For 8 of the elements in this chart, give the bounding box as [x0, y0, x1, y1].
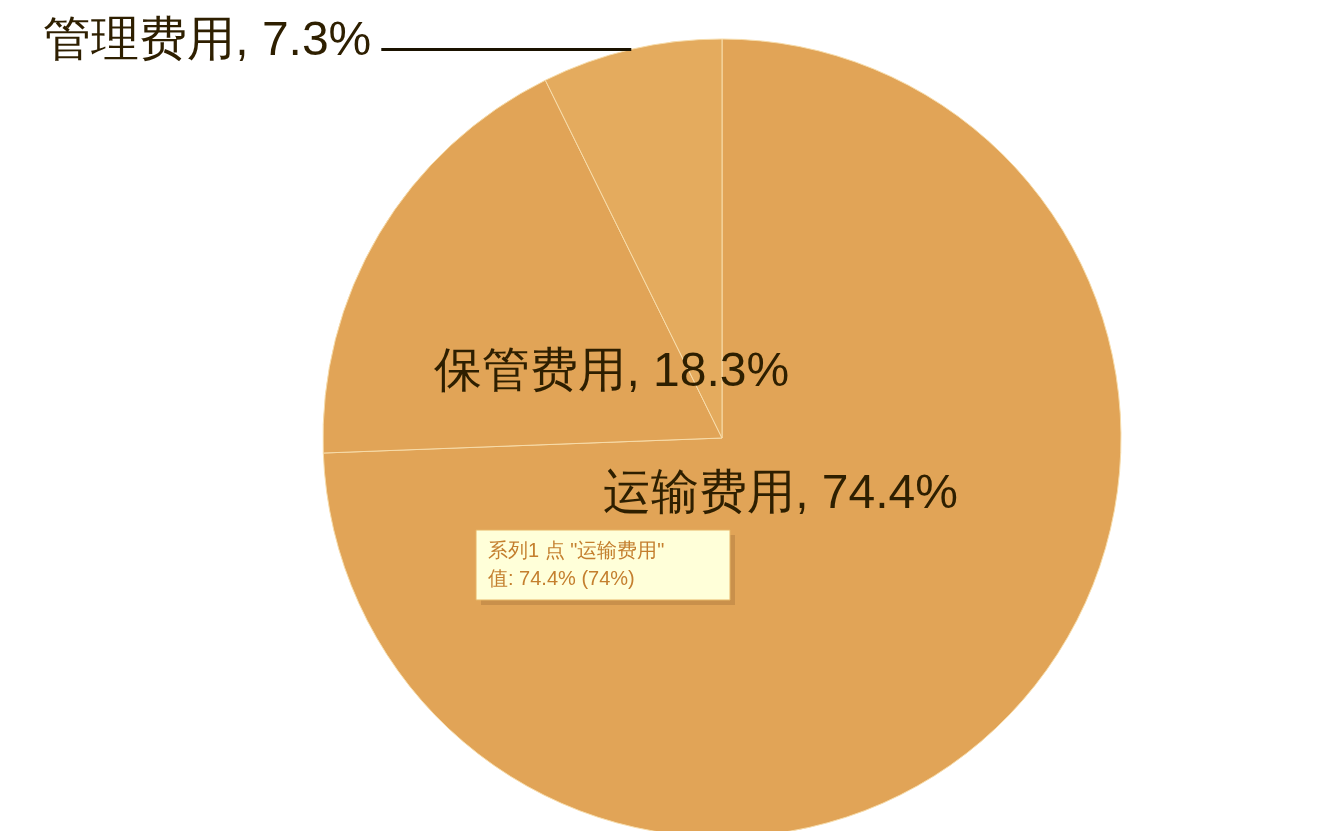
slice-label: 保管费用 [434, 343, 627, 397]
text: 系列1 点 "运输费用" [488, 539, 665, 561]
data-label: , 74.4% [795, 465, 958, 519]
slice-label: 运输费用 [603, 465, 796, 519]
slice-label: 管理费用 [43, 12, 236, 66]
data-label: , 18.3% [626, 343, 790, 397]
data-label: , 7.3% [235, 12, 372, 66]
text: 值: 74.4% (74%) [488, 567, 635, 589]
